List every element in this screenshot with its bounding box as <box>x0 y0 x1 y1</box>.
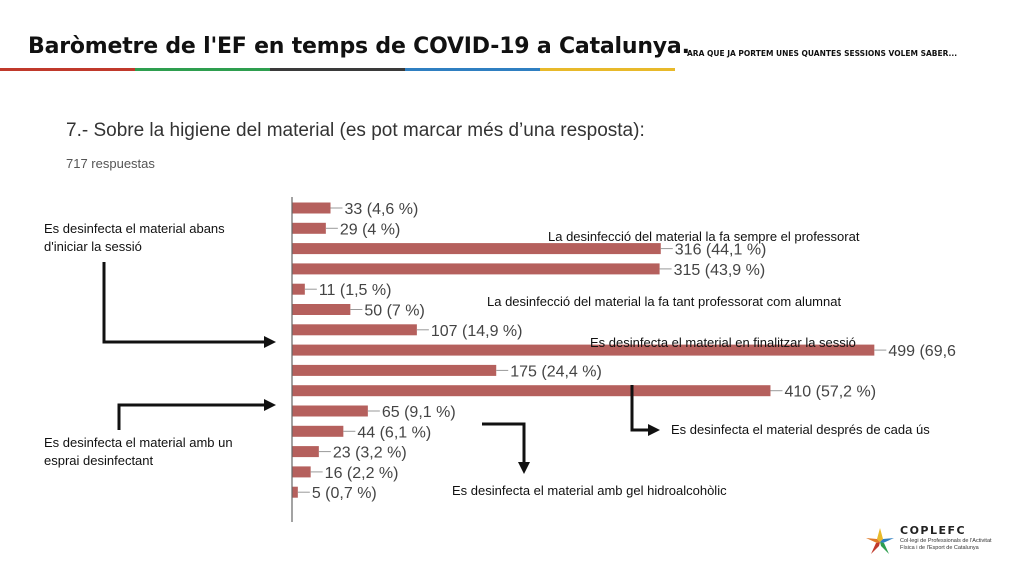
bar-label-5: 11 (1,5 %) <box>319 282 392 299</box>
logo-name: COPLEFC <box>900 524 967 537</box>
bar-3 <box>292 243 661 255</box>
bar-12 <box>292 425 344 437</box>
color-stripe-red <box>0 68 135 71</box>
bar-label-7: 107 (14,9 %) <box>431 323 523 340</box>
star-icon <box>866 528 894 554</box>
color-stripe-dark <box>270 68 405 71</box>
annotation-esprai-text: Es desinfecta el material amb un esprai … <box>44 435 233 468</box>
color-stripe-green <box>135 68 270 71</box>
arrow-esprai <box>117 399 276 430</box>
bar-14 <box>292 466 311 478</box>
bar-8 <box>292 344 875 356</box>
header-subtitle: ARA QUE JA PORTEM UNES QUANTES SESSIONS … <box>687 49 958 58</box>
bar-label-3: 316 (44,1 %) <box>675 242 767 259</box>
color-stripe-blue <box>405 68 540 71</box>
response-count: 717 respuestas <box>66 156 155 171</box>
annotation-esprai: Es desinfecta el material amb un esprai … <box>44 434 233 470</box>
bar-5 <box>292 283 305 295</box>
annotation-professorat: La desinfecció del material la fa sempre… <box>548 229 860 244</box>
bar-label-14: 16 (2,2 %) <box>325 465 399 482</box>
arrow-despres <box>630 385 660 436</box>
bar-label-11: 65 (9,1 %) <box>382 404 456 421</box>
bar-10 <box>292 385 771 397</box>
bar-15 <box>292 486 298 498</box>
bar-label-6: 50 (7 %) <box>364 303 424 320</box>
bar-label-13: 23 (3,2 %) <box>333 445 407 462</box>
bar-label-8: 499 (69,6 <box>888 343 956 360</box>
bar-6 <box>292 304 351 315</box>
annotation-tant: La desinfecció del material la fa tant p… <box>487 294 842 309</box>
bar-label-2: 29 (4 %) <box>340 221 400 238</box>
bar-label-9: 175 (24,4 %) <box>510 363 602 380</box>
bar-13 <box>292 446 319 458</box>
annotation-abans: Es desinfecta el material abans d'inicia… <box>44 220 225 256</box>
arrow-gel <box>482 422 530 474</box>
header-title: Baròmetre de l'EF en temps de COVID-19 a… <box>28 34 690 59</box>
annotation-abans-text: Es desinfecta el material abans d'inicia… <box>44 221 225 254</box>
coplefc-logo <box>866 528 894 554</box>
bar-label-1: 33 (4,6 %) <box>345 201 419 218</box>
bar-7 <box>292 324 417 336</box>
annotation-despres: Es desinfecta el material després de cad… <box>671 422 930 437</box>
bar-1 <box>292 202 331 214</box>
bar-label-12: 44 (6,1 %) <box>357 424 431 441</box>
annotation-gel: Es desinfecta el material amb gel hidroa… <box>452 483 727 498</box>
color-stripe-yellow <box>540 68 675 71</box>
bar-9 <box>292 364 497 376</box>
bar-label-10: 410 (57,2 %) <box>784 384 876 401</box>
bar-11 <box>292 405 368 417</box>
logo-subtitle: Col·legi de Professionals de l'Activitat… <box>900 538 992 551</box>
bar-2 <box>292 222 326 234</box>
question-title: 7.- Sobre la higiene del material (es po… <box>66 120 645 141</box>
bar-label-15: 5 (0,7 %) <box>312 485 377 502</box>
bar-label-4: 315 (43,9 %) <box>674 262 766 279</box>
annotation-finalitzar: Es desinfecta el material en finalitzar … <box>590 335 856 350</box>
bar-4 <box>292 263 660 275</box>
arrow-abans <box>102 262 276 348</box>
